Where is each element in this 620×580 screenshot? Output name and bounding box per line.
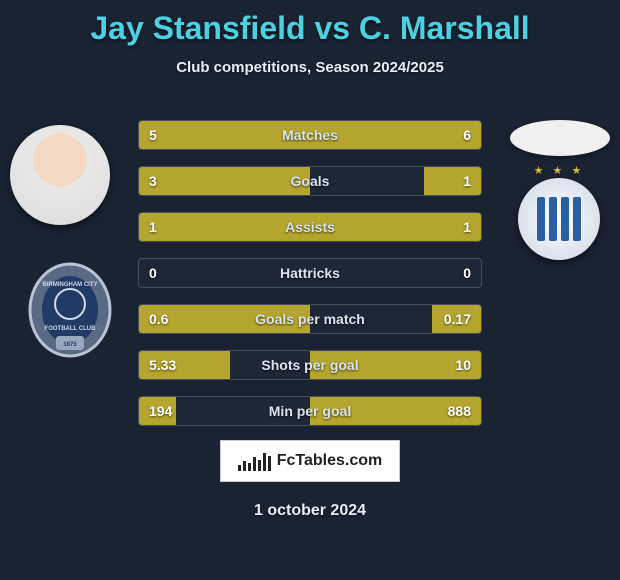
crest-stars-icon: ★ ★ ★ — [518, 164, 600, 177]
svg-text:FOOTBALL CLUB: FOOTBALL CLUB — [45, 326, 97, 332]
stat-label: Goals per match — [139, 305, 481, 333]
stat-label: Min per goal — [139, 397, 481, 425]
player-left-avatar — [10, 125, 110, 225]
page-subtitle: Club competitions, Season 2024/2025 — [0, 59, 620, 76]
stat-row: 11Assists — [138, 212, 482, 242]
page-title: Jay Stansfield vs C. Marshall — [0, 0, 620, 47]
stat-label: Hattricks — [139, 259, 481, 287]
player-right-avatar — [510, 120, 610, 156]
stat-row: 56Matches — [138, 120, 482, 150]
stat-row: 5.3310Shots per goal — [138, 350, 482, 380]
stat-row: 31Goals — [138, 166, 482, 196]
footer-spark-icon — [238, 451, 271, 471]
footer-brand-text: FcTables.com — [277, 452, 383, 470]
stat-row: 00Hattricks — [138, 258, 482, 288]
svg-text:1875: 1875 — [63, 342, 77, 348]
stat-row: 194888Min per goal — [138, 396, 482, 426]
stat-label: Matches — [139, 121, 481, 149]
stat-label: Assists — [139, 213, 481, 241]
club-right-crest: ★ ★ ★ — [518, 178, 600, 260]
club-left-crest: BIRMINGHAM CITY FOOTBALL CLUB 1875 — [28, 258, 112, 390]
footer-brand-badge: FcTables.com — [220, 440, 400, 482]
stat-row: 0.60.17Goals per match — [138, 304, 482, 334]
svg-text:BIRMINGHAM CITY: BIRMINGHAM CITY — [43, 282, 98, 288]
footer-date: 1 october 2024 — [0, 502, 620, 520]
stat-label: Shots per goal — [139, 351, 481, 379]
stat-label: Goals — [139, 167, 481, 195]
crest-stripes-icon — [534, 197, 584, 241]
comparison-chart: 56Matches 31Goals 11Assists 00Hattricks 0.60… — [138, 120, 482, 442]
